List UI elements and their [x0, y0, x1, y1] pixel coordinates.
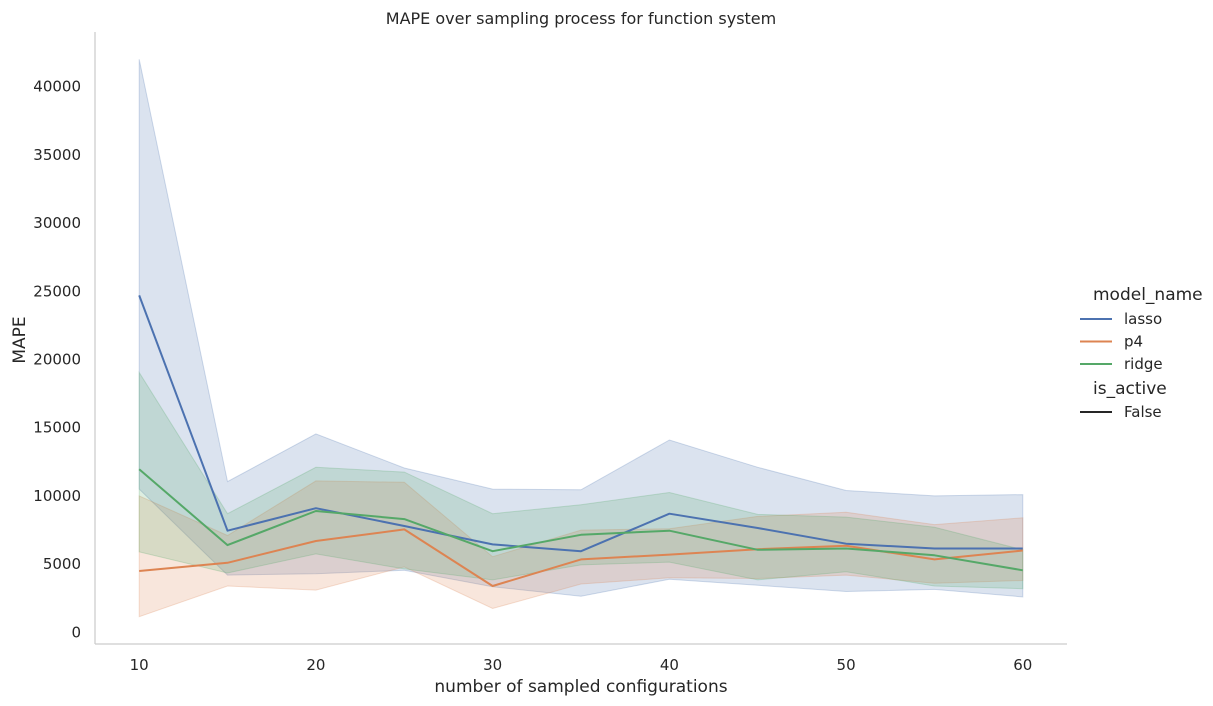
- legend-label-lasso: lasso: [1124, 310, 1162, 328]
- confidence-band-lasso: [138, 59, 1024, 598]
- y-tick-label: 25000: [33, 282, 81, 300]
- series-line-ridge: [138, 468, 1023, 572]
- legend-label-p4: p4: [1124, 333, 1143, 351]
- y-tick-label: 15000: [33, 419, 81, 437]
- x-tick-label: 40: [660, 656, 679, 674]
- x-tick-label: 30: [483, 656, 502, 674]
- legend-label-ridge: ridge: [1124, 355, 1163, 373]
- x-axis-label: number of sampled configurations: [434, 677, 727, 697]
- x-tick-label: 60: [1013, 656, 1032, 674]
- y-tick-label: 35000: [33, 146, 81, 164]
- confidence-bands: [138, 59, 1024, 618]
- series-line-lasso: [138, 295, 1023, 553]
- y-tick-label: 0: [71, 623, 81, 641]
- x-tick-label: 50: [837, 656, 856, 674]
- y-tick-label: 10000: [33, 487, 81, 505]
- legend-style-label: False: [1124, 403, 1162, 421]
- legend-style-title: is_active: [1093, 379, 1167, 399]
- chart-title: MAPE over sampling process for function …: [386, 9, 776, 28]
- y-axis-label: MAPE: [10, 316, 30, 363]
- x-tick-label: 10: [130, 656, 149, 674]
- legend-hue-title: model_name: [1093, 285, 1203, 305]
- series-lines: [138, 295, 1023, 587]
- y-tick-labels: 0 5000 10000 15000 20000 25000 30000 35000 40000: [33, 78, 81, 642]
- x-tick-labels: 10 20 30 40 50 60: [130, 656, 1033, 674]
- legend: model_name lasso p4 ridge is_active False: [1080, 285, 1203, 421]
- x-tick-label: 20: [306, 656, 325, 674]
- y-tick-label: 20000: [33, 350, 81, 368]
- y-tick-label: 5000: [43, 555, 81, 573]
- y-tick-label: 40000: [33, 78, 81, 96]
- y-tick-label: 30000: [33, 214, 81, 232]
